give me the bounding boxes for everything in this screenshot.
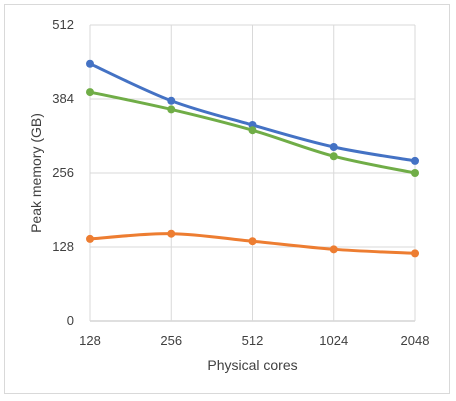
- series-3-point: [411, 249, 419, 258]
- y-tick-label: 0: [67, 313, 74, 328]
- x-tick-label: 2048: [401, 333, 430, 348]
- y-tick-label: 384: [52, 91, 74, 106]
- x-tick-label: 512: [242, 333, 264, 348]
- series-points: [86, 59, 419, 258]
- series-2-point: [411, 169, 419, 177]
- y-tick-label: 256: [52, 165, 74, 180]
- x-tick-label: 1024: [319, 333, 348, 348]
- y-axis-tick-labels: 0 128 256 384 512: [52, 17, 74, 328]
- series-3-point: [86, 234, 94, 243]
- x-axis-tick-labels: 128 256 512 1024 2048: [79, 333, 429, 348]
- series-2-point: [167, 105, 176, 114]
- series-2-point: [248, 126, 257, 135]
- x-tick-label: 128: [79, 333, 101, 348]
- y-tick-label: 128: [52, 239, 74, 254]
- grid-lines: [89, 24, 416, 322]
- chart-frame: [4, 4, 450, 394]
- series-1-point: [86, 59, 94, 68]
- series-2-point: [329, 152, 338, 161]
- y-axis-title: Peak memory (GB): [28, 113, 44, 233]
- series-1-point: [167, 96, 176, 105]
- series-3-point: [167, 229, 176, 238]
- y-tick-label: 512: [52, 17, 74, 32]
- series-3-point: [248, 237, 257, 246]
- series-1-point: [329, 142, 338, 151]
- series-1-point: [411, 156, 419, 165]
- x-axis-title: Physical cores: [207, 357, 297, 373]
- series-3-point: [329, 245, 338, 254]
- series-2-point: [86, 88, 94, 97]
- x-tick-label: 256: [160, 333, 182, 348]
